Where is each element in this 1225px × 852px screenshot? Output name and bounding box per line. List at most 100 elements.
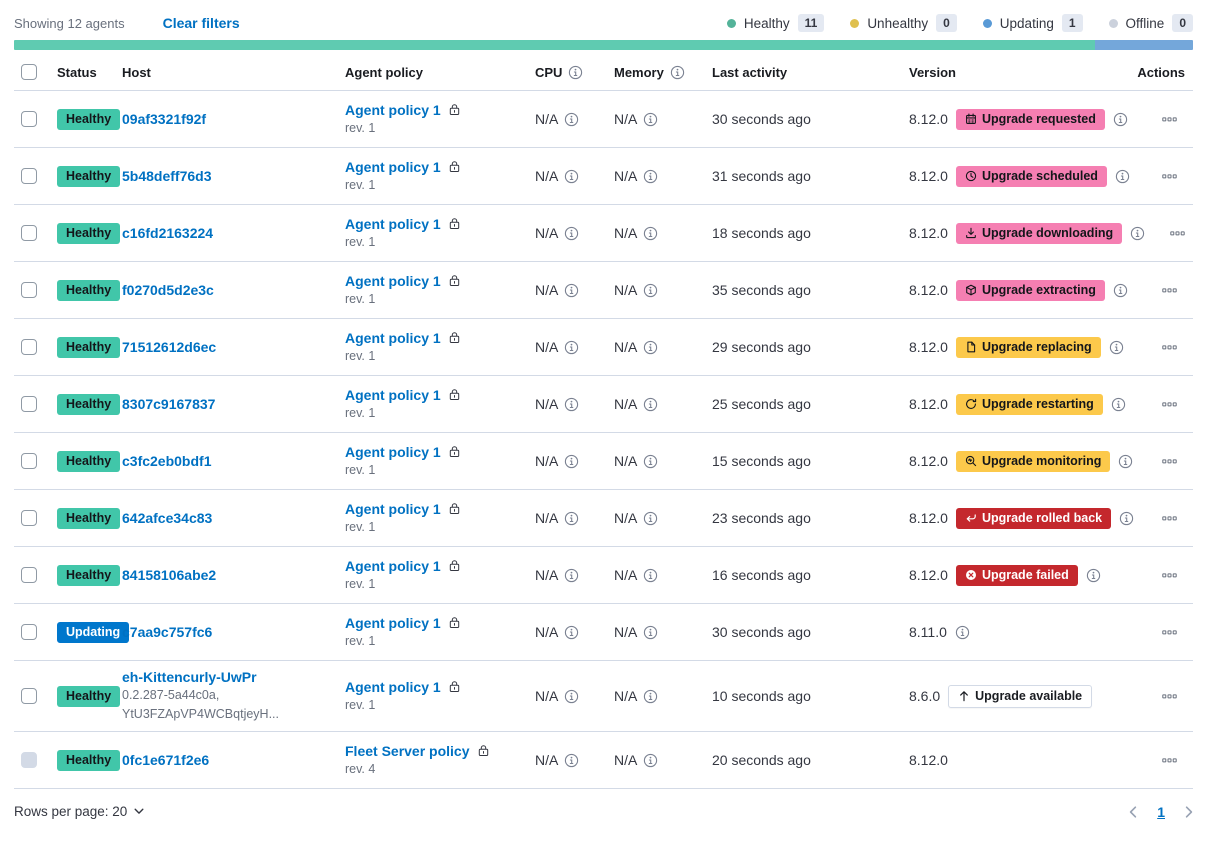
actions-button[interactable] [1158, 393, 1181, 416]
info-icon[interactable] [564, 112, 579, 127]
upgrade-info-icon[interactable] [1109, 340, 1124, 355]
info-icon[interactable] [643, 397, 658, 412]
upgrade-info-icon[interactable] [1118, 454, 1133, 469]
info-icon[interactable] [564, 283, 579, 298]
info-icon[interactable] [670, 65, 685, 80]
row-checkbox[interactable] [21, 225, 37, 241]
info-icon[interactable] [643, 753, 658, 768]
row-checkbox[interactable] [21, 453, 37, 469]
row-checkbox[interactable] [21, 567, 37, 583]
actions-button[interactable] [1158, 108, 1181, 131]
actions-button[interactable] [1158, 564, 1181, 587]
upgrade-info-icon[interactable] [1130, 226, 1145, 241]
column-header-memory[interactable]: Memory [614, 65, 712, 80]
agent-policy-link[interactable]: Agent policy 1 [345, 216, 441, 232]
actions-button[interactable] [1158, 165, 1181, 188]
host-link[interactable]: f0270d5d2e3c [122, 282, 214, 298]
actions-button[interactable] [1158, 749, 1181, 772]
info-icon[interactable] [564, 226, 579, 241]
agent-policy-link[interactable]: Agent policy 1 [345, 387, 441, 403]
actions-button[interactable] [1158, 279, 1181, 302]
agent-policy-link[interactable]: Agent policy 1 [345, 679, 441, 695]
table-row: Healthy 84158106abe2 Agent policy 1 rev.… [14, 547, 1193, 604]
row-checkbox[interactable] [21, 282, 37, 298]
info-icon[interactable] [564, 568, 579, 583]
upgrade-info-icon[interactable] [1119, 511, 1134, 526]
next-page-button[interactable] [1185, 806, 1193, 818]
info-icon[interactable] [643, 689, 658, 704]
info-icon[interactable] [568, 65, 583, 80]
info-icon[interactable] [643, 511, 658, 526]
host-link[interactable]: c7aa9c757fc6 [122, 624, 212, 640]
column-header-version[interactable]: Version [909, 65, 1137, 80]
info-icon[interactable] [564, 753, 579, 768]
upgrade-info-icon[interactable] [1113, 112, 1128, 127]
agent-policy-link[interactable]: Agent policy 1 [345, 615, 441, 631]
host-link[interactable]: eh-Kittencurly-UwPr [122, 669, 257, 685]
page-1-button[interactable]: 1 [1157, 804, 1165, 820]
agent-policy-link[interactable]: Agent policy 1 [345, 444, 441, 460]
host-link[interactable]: c3fc2eb0bdf1 [122, 453, 211, 469]
actions-button[interactable] [1158, 336, 1181, 359]
actions-button[interactable] [1158, 507, 1181, 530]
upgrade-info-icon[interactable] [1115, 169, 1130, 184]
host-link[interactable]: 5b48deff76d3 [122, 168, 211, 184]
row-checkbox[interactable] [21, 624, 37, 640]
host-link[interactable]: 84158106abe2 [122, 567, 216, 583]
row-checkbox[interactable] [21, 111, 37, 127]
actions-button[interactable] [1158, 685, 1181, 708]
column-header-status[interactable]: Status [57, 65, 122, 80]
info-icon[interactable] [643, 226, 658, 241]
upgrade-status-badge: Upgrade extracting [956, 280, 1105, 301]
info-icon[interactable] [564, 511, 579, 526]
host-link[interactable]: 642afce34c83 [122, 510, 212, 526]
host-link[interactable]: c16fd2163224 [122, 225, 213, 241]
column-header-agent-policy[interactable]: Agent policy [345, 65, 535, 80]
rows-per-page-button[interactable]: Rows per page: 20 [14, 800, 144, 823]
row-checkbox[interactable] [21, 688, 37, 704]
agent-policy-link[interactable]: Agent policy 1 [345, 273, 441, 289]
cpu-value: N/A [535, 453, 558, 469]
agent-policy-link[interactable]: Agent policy 1 [345, 558, 441, 574]
upgrade-info-icon[interactable] [1086, 568, 1101, 583]
info-icon[interactable] [564, 340, 579, 355]
row-checkbox[interactable] [21, 396, 37, 412]
agent-policy-link[interactable]: Agent policy 1 [345, 102, 441, 118]
column-header-last-activity[interactable]: Last activity [712, 65, 909, 80]
host-link[interactable]: 8307c9167837 [122, 396, 215, 412]
clear-filters-link[interactable]: Clear filters [163, 15, 240, 31]
host-link[interactable]: 71512612d6ec [122, 339, 216, 355]
actions-button[interactable] [1158, 450, 1181, 473]
info-icon[interactable] [643, 568, 658, 583]
info-icon[interactable] [564, 689, 579, 704]
info-icon[interactable] [564, 397, 579, 412]
info-icon[interactable] [564, 625, 579, 640]
info-icon[interactable] [643, 625, 658, 640]
info-icon[interactable] [643, 283, 658, 298]
agent-policy-link[interactable]: Fleet Server policy [345, 743, 470, 759]
host-link[interactable]: 09af3321f92f [122, 111, 206, 127]
agent-policy-link[interactable]: Agent policy 1 [345, 159, 441, 175]
info-icon[interactable] [564, 454, 579, 469]
agent-policy-link[interactable]: Agent policy 1 [345, 501, 441, 517]
row-checkbox[interactable] [21, 168, 37, 184]
info-icon[interactable] [564, 169, 579, 184]
info-icon[interactable] [643, 169, 658, 184]
info-icon[interactable] [643, 454, 658, 469]
agent-policy-link[interactable]: Agent policy 1 [345, 330, 441, 346]
row-checkbox[interactable] [21, 510, 37, 526]
upgrade-info-icon[interactable] [1113, 283, 1128, 298]
upgrade-info-icon[interactable] [955, 625, 970, 640]
host-link[interactable]: 0fc1e671f2e6 [122, 752, 209, 768]
column-header-cpu[interactable]: CPU [535, 65, 614, 80]
column-header-host[interactable]: Host [122, 65, 345, 80]
info-icon[interactable] [643, 340, 658, 355]
actions-button[interactable] [1166, 222, 1189, 245]
select-all-checkbox[interactable] [21, 64, 37, 80]
last-activity: 31 seconds ago [712, 168, 909, 184]
info-icon[interactable] [643, 112, 658, 127]
actions-button[interactable] [1158, 621, 1181, 644]
previous-page-button[interactable] [1129, 806, 1137, 818]
upgrade-info-icon[interactable] [1111, 397, 1126, 412]
row-checkbox[interactable] [21, 339, 37, 355]
